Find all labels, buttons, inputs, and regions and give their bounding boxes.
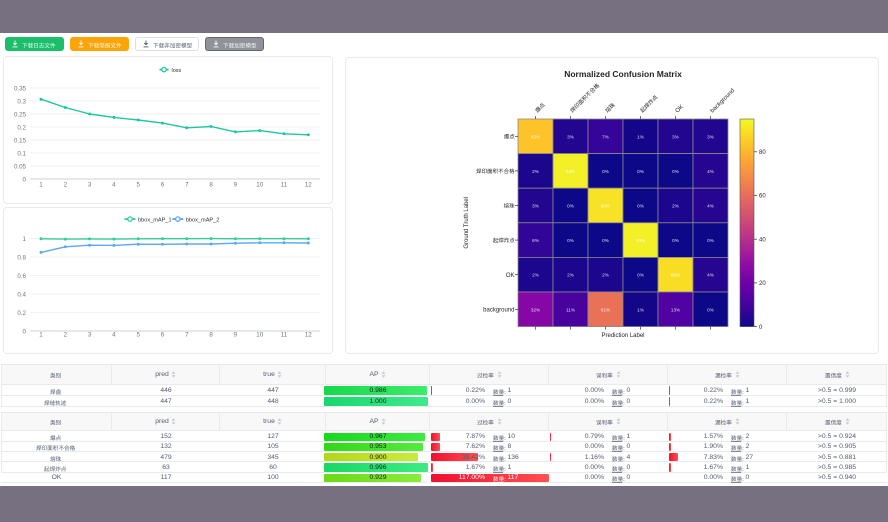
- svg-text:10: 10: [256, 182, 263, 189]
- svg-text:7: 7: [185, 332, 189, 339]
- svg-text:1: 1: [23, 236, 27, 243]
- svg-text:0%: 0%: [602, 169, 609, 174]
- svg-text:Prediction Label: Prediction Label: [601, 333, 644, 339]
- svg-text:3%: 3%: [532, 204, 539, 209]
- svg-text:3: 3: [88, 332, 92, 339]
- svg-text:0%: 0%: [567, 238, 574, 243]
- svg-text:1: 1: [39, 182, 43, 189]
- svg-text:8: 8: [209, 182, 213, 189]
- svg-text:0: 0: [759, 325, 763, 331]
- svg-text:0.25: 0.25: [14, 112, 27, 119]
- svg-text:3%: 3%: [567, 134, 574, 139]
- svg-text:loss: loss: [172, 68, 182, 74]
- svg-text:0%: 0%: [707, 238, 714, 243]
- svg-text:4: 4: [112, 182, 116, 189]
- svg-text:6: 6: [161, 332, 165, 339]
- svg-text:4%: 4%: [707, 169, 714, 174]
- svg-text:5: 5: [136, 182, 140, 189]
- svg-text:0%: 0%: [567, 204, 574, 209]
- svg-text:0%: 0%: [672, 169, 679, 174]
- svg-text:1%: 1%: [637, 307, 644, 312]
- svg-text:2%: 2%: [567, 273, 574, 278]
- svg-text:12: 12: [305, 332, 312, 339]
- svg-text:0: 0: [23, 329, 27, 336]
- svg-text:background: background: [710, 88, 736, 114]
- svg-text:89%: 89%: [671, 273, 680, 278]
- svg-text:0%: 0%: [602, 238, 609, 243]
- svg-text:6: 6: [161, 182, 165, 189]
- svg-text:7%: 7%: [602, 134, 609, 139]
- svg-text:0.2: 0.2: [17, 310, 26, 317]
- svg-text:0: 0: [23, 177, 27, 184]
- svg-text:bbox_mAP_2: bbox_mAP_2: [186, 217, 220, 223]
- svg-text:11: 11: [281, 332, 288, 339]
- svg-text:32%: 32%: [531, 307, 540, 312]
- svg-text:40: 40: [759, 237, 766, 243]
- svg-text:0.05: 0.05: [14, 164, 27, 171]
- svg-text:13%: 13%: [671, 307, 680, 312]
- svg-text:93%: 93%: [636, 238, 645, 243]
- svg-text:Ground Truth Label: Ground Truth Label: [464, 197, 470, 249]
- svg-text:60: 60: [759, 194, 766, 200]
- svg-text:12: 12: [305, 182, 312, 189]
- svg-text:8: 8: [209, 332, 213, 339]
- svg-text:0.15: 0.15: [14, 138, 27, 145]
- svg-text:6%: 6%: [532, 238, 539, 243]
- svg-text:93%: 93%: [566, 169, 575, 174]
- svg-text:2: 2: [64, 332, 68, 339]
- svg-text:Normalized Confusion Matrix: Normalized Confusion Matrix: [564, 69, 682, 79]
- svg-text:2%: 2%: [532, 169, 539, 174]
- svg-text:0%: 0%: [672, 238, 679, 243]
- svg-text:20: 20: [759, 281, 766, 287]
- svg-text:0%: 0%: [637, 169, 644, 174]
- svg-text:11: 11: [281, 182, 288, 189]
- svg-text:OK: OK: [506, 273, 515, 279]
- svg-text:2: 2: [64, 182, 68, 189]
- svg-text:7: 7: [185, 182, 189, 189]
- svg-text:0.3: 0.3: [17, 99, 26, 106]
- svg-text:0.4: 0.4: [17, 292, 26, 299]
- svg-text:80: 80: [759, 150, 766, 156]
- svg-text:0.8: 0.8: [17, 255, 26, 262]
- svg-text:83%: 83%: [531, 134, 540, 139]
- svg-text:2%: 2%: [602, 273, 609, 278]
- svg-text:background: background: [483, 308, 514, 314]
- svg-text:bbox_mAP_1: bbox_mAP_1: [138, 217, 172, 223]
- svg-text:3: 3: [88, 182, 92, 189]
- svg-text:9: 9: [234, 182, 238, 189]
- svg-text:4: 4: [112, 332, 116, 339]
- svg-text:3%: 3%: [707, 134, 714, 139]
- svg-text:2%: 2%: [532, 273, 539, 278]
- svg-text:0.1: 0.1: [17, 151, 26, 158]
- svg-text:4%: 4%: [707, 204, 714, 209]
- svg-text:5: 5: [136, 332, 140, 339]
- svg-text:1%: 1%: [637, 134, 644, 139]
- svg-text:4%: 4%: [707, 273, 714, 278]
- svg-text:OK: OK: [675, 104, 685, 114]
- svg-text:1: 1: [39, 332, 43, 339]
- svg-text:0%: 0%: [637, 273, 644, 278]
- svg-text:11%: 11%: [566, 307, 575, 312]
- svg-text:61%: 61%: [601, 307, 610, 312]
- svg-text:9: 9: [234, 332, 238, 339]
- svg-text:0%: 0%: [637, 204, 644, 209]
- svg-text:0%: 0%: [707, 307, 714, 312]
- svg-text:3%: 3%: [672, 134, 679, 139]
- svg-text:0.6: 0.6: [17, 273, 26, 280]
- svg-text:0.2: 0.2: [17, 125, 26, 132]
- svg-text:2%: 2%: [672, 204, 679, 209]
- svg-text:0.35: 0.35: [14, 86, 27, 93]
- svg-text:10: 10: [256, 332, 263, 339]
- svg-text:90%: 90%: [601, 204, 610, 209]
